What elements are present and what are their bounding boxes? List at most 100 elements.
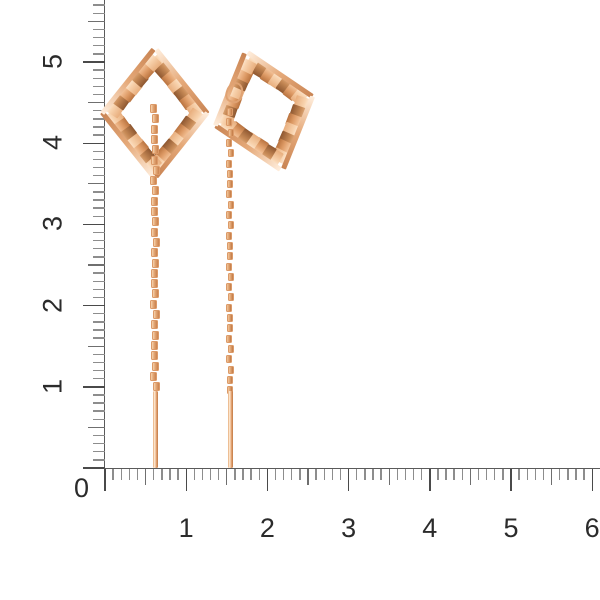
horizontal-minor-tick — [396, 469, 398, 480]
horizontal-minor-tick — [291, 469, 293, 480]
vertical-minor-tick — [93, 93, 105, 96]
horizontal-minor-tick — [502, 469, 504, 480]
chain-link — [225, 138, 232, 147]
vertical-major-tick — [83, 304, 105, 307]
horizontal-minor-tick — [575, 469, 577, 480]
chain-link — [150, 227, 158, 237]
vertical-minor-tick — [93, 410, 105, 412]
horizontal-minor-tick — [242, 469, 244, 480]
horizontal-minor-tick — [323, 469, 325, 480]
horizontal-minor-tick — [372, 469, 374, 480]
chain-link — [225, 283, 232, 292]
horizontal-major-tick — [347, 469, 350, 491]
horizontal-minor-tick — [193, 469, 195, 480]
chain-link — [227, 108, 234, 116]
vertical-minor-tick — [93, 321, 105, 323]
horizontal-minor-tick — [331, 469, 334, 480]
chain-link — [152, 237, 160, 247]
horizontal-minor-tick — [461, 469, 463, 480]
horizontal-minor-tick — [161, 469, 163, 480]
chain-link — [151, 207, 159, 216]
chain-link — [227, 200, 234, 209]
vertical-minor-tick — [93, 118, 105, 120]
vertical-minor-tick — [93, 353, 105, 355]
horizontal-minor-tick — [404, 469, 407, 480]
horizontal-minor-tick — [258, 469, 260, 480]
vertical-minor-tick — [93, 174, 105, 177]
vertical-minor-tick — [93, 296, 105, 299]
vertical-mid-tick — [88, 101, 105, 104]
chain-link — [227, 293, 234, 302]
horizontal-minor-tick — [217, 469, 220, 480]
vertical-mid-tick — [88, 20, 105, 23]
horizontal-tick-label: 4 — [422, 513, 438, 543]
horizontal-minor-tick — [315, 469, 317, 480]
horizontal-mid-tick — [307, 469, 309, 485]
vertical-minor-tick — [93, 207, 105, 209]
chain-link — [227, 169, 234, 178]
chain-link — [151, 279, 159, 289]
horizontal-minor-tick — [412, 469, 415, 480]
vertical-minor-tick — [93, 402, 105, 404]
vertical-minor-tick — [93, 451, 105, 453]
horizontal-tick-label: 5 — [503, 513, 519, 543]
vertical-mid-tick — [88, 264, 105, 266]
chain-link — [151, 124, 159, 134]
vertical-minor-tick — [93, 166, 105, 169]
vertical-minor-tick — [93, 337, 105, 339]
horizontal-minor-tick — [234, 469, 236, 480]
chain-link — [227, 221, 234, 230]
horizontal-mid-tick — [469, 469, 472, 485]
chain-link — [226, 190, 233, 199]
horizontal-minor-tick — [583, 469, 585, 480]
horizontal-major-tick — [266, 469, 269, 491]
chain-link — [227, 324, 234, 333]
chain-link — [225, 355, 232, 364]
horizontal-major-tick — [510, 469, 512, 491]
vertical-minor-tick — [93, 28, 105, 31]
chain-link — [227, 241, 234, 250]
vertical-minor-tick — [93, 110, 105, 112]
chain-link — [150, 104, 158, 113]
vertical-mid-tick — [88, 426, 105, 429]
horizontal-minor-tick — [518, 469, 520, 480]
horizontal-tick-label: 2 — [259, 513, 275, 543]
chain-link — [228, 344, 235, 353]
vertical-minor-tick — [93, 4, 105, 6]
vertical-tick-label: 5 — [37, 53, 68, 70]
vertical-major-tick — [83, 142, 105, 145]
horizontal-minor-tick — [209, 469, 212, 480]
origin-label: 0 — [74, 473, 90, 503]
vertical-minor-tick — [93, 256, 105, 258]
vertical-minor-tick — [93, 12, 105, 14]
horizontal-major-tick — [591, 469, 594, 491]
chain-link — [227, 128, 234, 137]
chain-link — [228, 149, 235, 158]
horizontal-minor-tick — [153, 469, 155, 480]
vertical-minor-tick — [93, 69, 105, 71]
chain-link — [152, 330, 160, 340]
horizontal-minor-tick — [559, 469, 561, 480]
horizontal-minor-tick — [380, 469, 382, 480]
vertical-minor-tick — [93, 394, 105, 396]
chain-link — [226, 303, 233, 312]
chain-link — [152, 114, 160, 124]
vertical-minor-tick — [93, 150, 105, 152]
horizontal-minor-tick — [274, 469, 277, 480]
chain-link — [150, 299, 158, 309]
vertical-minor-tick — [93, 215, 105, 217]
vertical-minor-tick — [93, 272, 105, 274]
chain-link — [152, 258, 160, 268]
vertical-minor-tick — [93, 77, 105, 79]
horizontal-mid-tick — [144, 469, 147, 485]
vertical-minor-tick — [93, 280, 105, 282]
chain-link — [152, 186, 160, 196]
horizontal-minor-tick — [136, 469, 139, 480]
chain-link — [152, 165, 160, 175]
chain-link — [150, 176, 158, 186]
vertical-minor-tick — [93, 45, 105, 47]
horizontal-major-tick — [429, 469, 431, 491]
chain-link — [151, 340, 159, 350]
vertical-minor-tick — [93, 85, 105, 88]
